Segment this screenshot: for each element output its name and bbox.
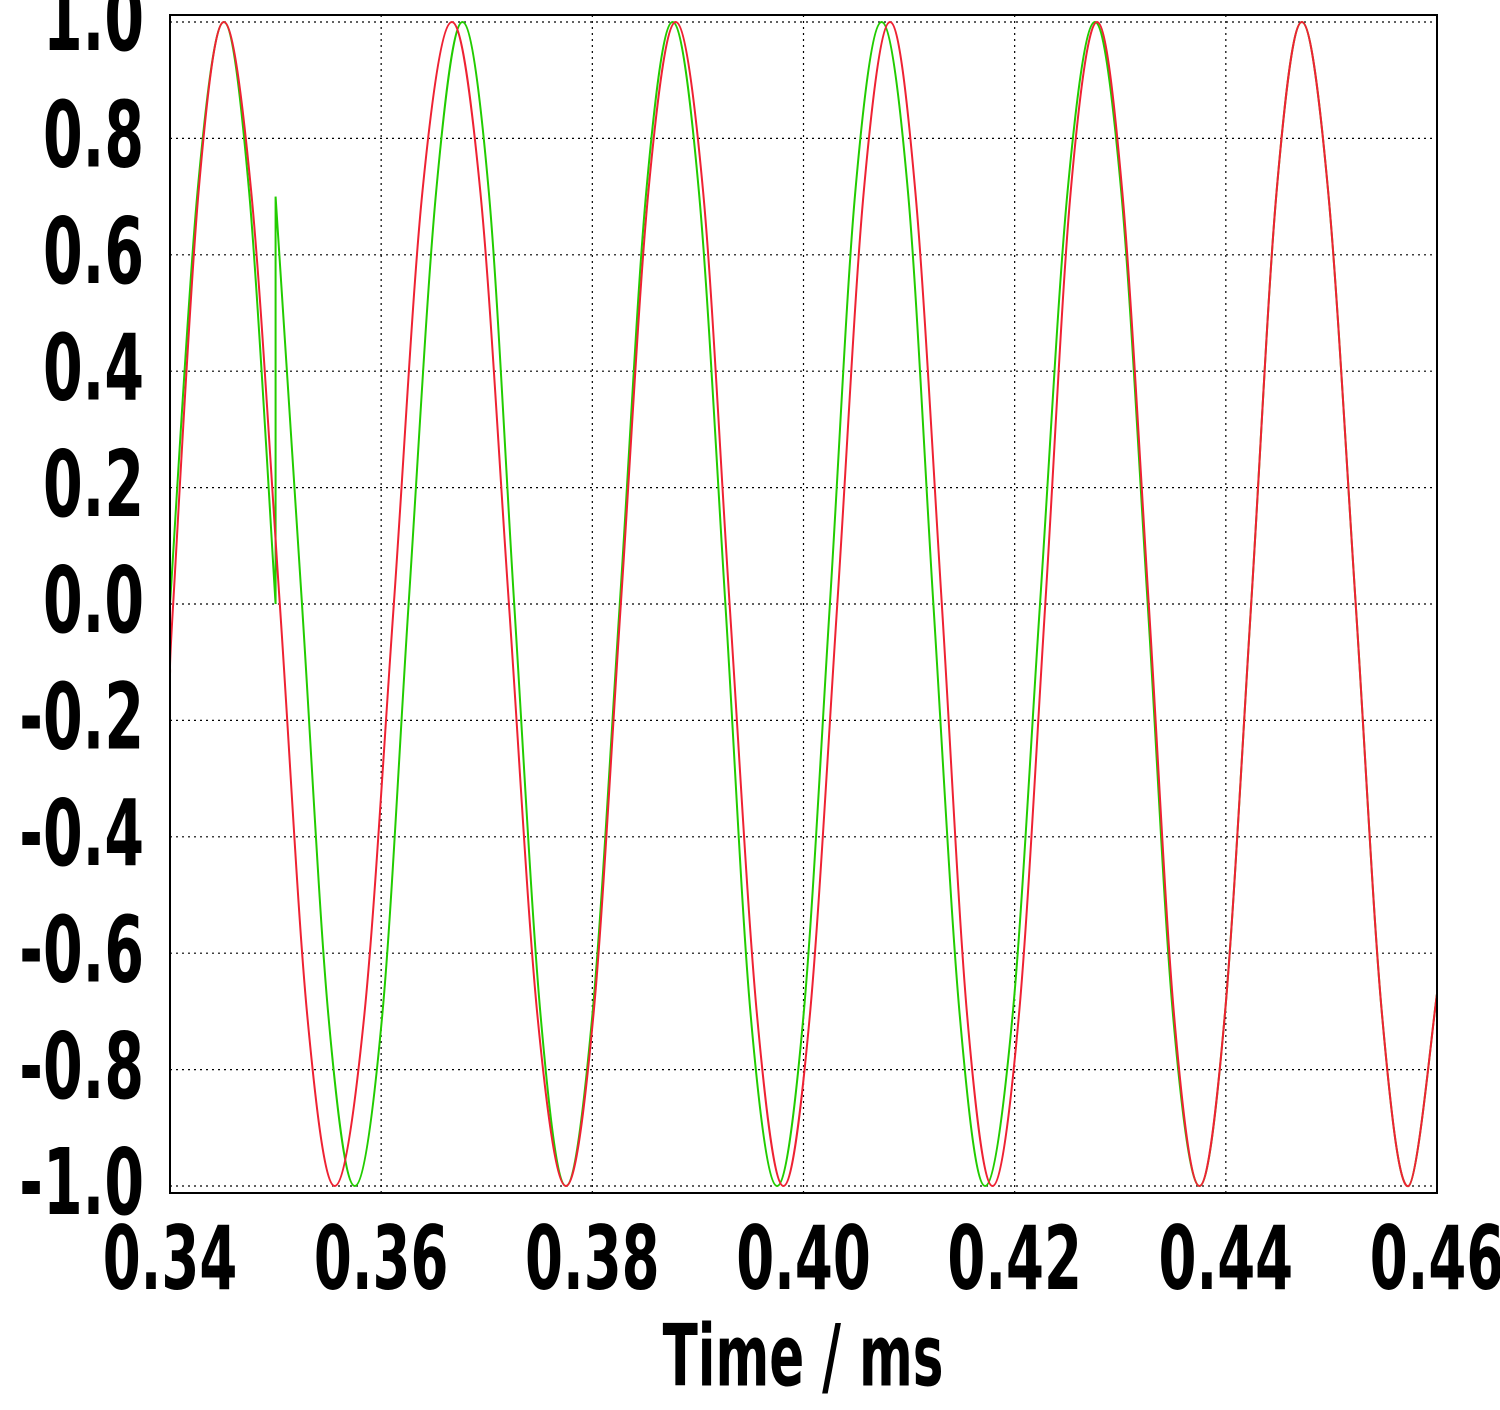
y-tick-label: 0.2 xyxy=(43,432,144,539)
x-axis-label: Time / ms xyxy=(663,1306,944,1406)
y-tick-label: -0.2 xyxy=(19,664,144,771)
grid xyxy=(169,15,1438,1193)
y-tick-label: -0.4 xyxy=(19,781,144,888)
x-tick-label: 0.38 xyxy=(525,1209,660,1311)
y-tick-label: 0.4 xyxy=(43,315,144,422)
y-tick-label: 1.0 xyxy=(43,0,144,73)
x-tick-label: 0.40 xyxy=(736,1209,871,1311)
x-tick-label: 0.44 xyxy=(1159,1209,1294,1311)
plot-frame xyxy=(169,14,1438,1194)
data-line xyxy=(168,20,1438,1188)
y-tick-label: -1.0 xyxy=(19,1130,144,1237)
x-tick-label: 0.42 xyxy=(947,1209,1082,1311)
plot-lines xyxy=(168,20,1438,1188)
y-tick-label: 0.0 xyxy=(43,548,144,655)
x-tick-label: 0.46 xyxy=(1370,1209,1500,1311)
y-tick-label: -0.8 xyxy=(19,1014,144,1121)
y-tick-label: -0.6 xyxy=(19,897,144,1004)
y-tick-label: 0.8 xyxy=(43,82,144,189)
x-tick-label: 0.34 xyxy=(103,1209,238,1311)
x-tick-label: 0.36 xyxy=(314,1209,449,1311)
y-tick-label: 0.6 xyxy=(43,199,144,306)
